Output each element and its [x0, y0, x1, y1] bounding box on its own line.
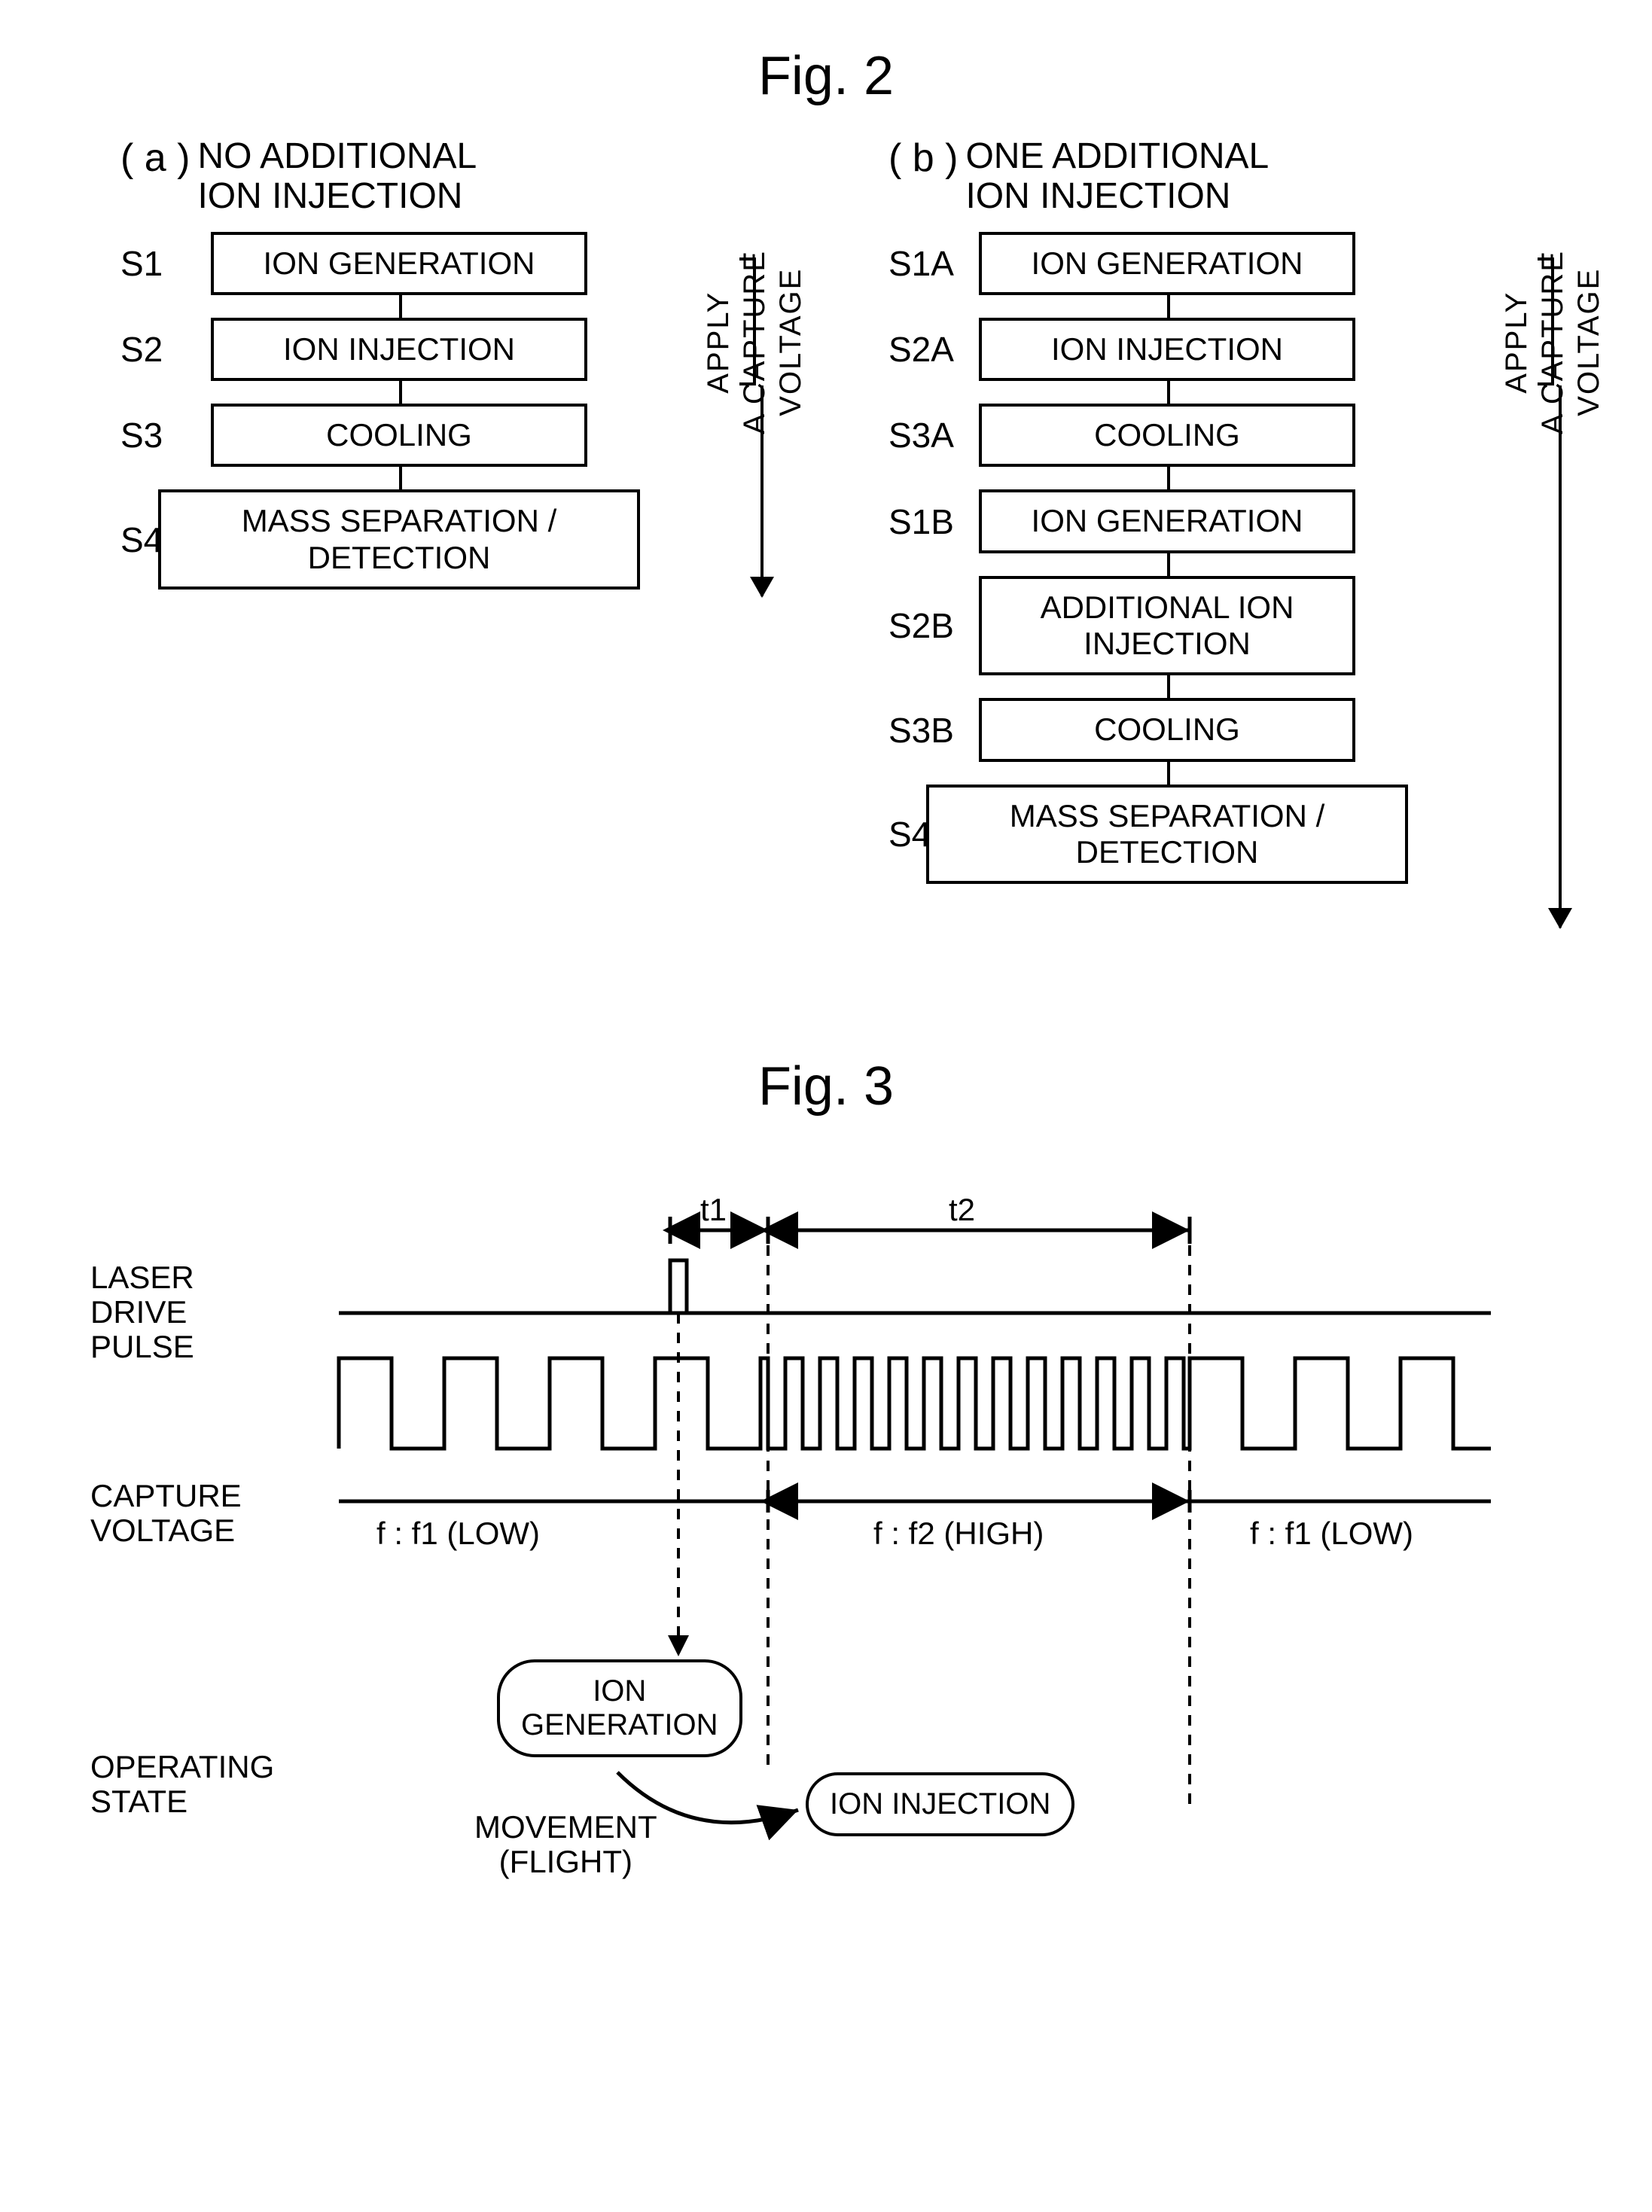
step-box: ADDITIONAL ION INJECTION	[979, 576, 1355, 676]
connector	[399, 295, 402, 318]
step-row: S1ION GENERATION	[120, 232, 738, 295]
col-a-paren: ( a )	[120, 137, 190, 180]
step-id: S1B	[888, 501, 979, 542]
col-a-header-text: NO ADDITIONAL ION INJECTION	[197, 137, 477, 217]
col-b-arrow	[1559, 385, 1562, 928]
step-row: S4MASS SEPARATION / DETECTION	[120, 489, 738, 590]
step-row: S2ION INJECTION	[120, 318, 738, 381]
connector	[399, 381, 402, 404]
label-f-high: f : f2 (HIGH)	[873, 1516, 1044, 1551]
step-row: S1BION GENERATION	[888, 489, 1566, 553]
step-row: S2AION INJECTION	[888, 318, 1566, 381]
step-box: COOLING	[979, 404, 1355, 467]
col-b-paren: ( b )	[888, 137, 958, 180]
step-row: S1AION GENERATION	[888, 232, 1566, 295]
step-id: S3A	[888, 415, 979, 456]
label-capture: CAPTURE VOLTAGE	[90, 1479, 242, 1548]
col-b-header-text: ONE ADDITIONAL ION INJECTION	[965, 137, 1269, 217]
fig2-col-b: ( b ) ONE ADDITIONAL ION INJECTION S1AIO…	[888, 137, 1566, 884]
label-opstate: OPERATING STATE	[90, 1750, 274, 1819]
step-row: S4MASS SEPARATION / DETECTION	[888, 785, 1566, 885]
label-f-low-left: f : f1 (LOW)	[376, 1516, 540, 1551]
col-a-header: ( a ) NO ADDITIONAL ION INJECTION	[120, 137, 738, 217]
fig3-container: LASER DRIVE PULSE CAPTURE VOLTAGE OPERAT…	[75, 1147, 1506, 1976]
fig2-title: Fig. 2	[75, 45, 1577, 107]
step-id: S2A	[888, 329, 979, 370]
pill-ion-generation: ION GENERATION	[497, 1659, 742, 1757]
fig2-col-a: ( a ) NO ADDITIONAL ION INJECTION S1ION …	[120, 137, 738, 590]
step-box: ION INJECTION	[979, 318, 1355, 381]
step-id: S2B	[888, 605, 979, 646]
connector	[1167, 762, 1170, 785]
connector	[399, 467, 402, 489]
step-box: ION GENERATION	[979, 232, 1355, 295]
fig3-svg	[75, 1147, 1506, 1976]
step-box: ION GENERATION	[979, 489, 1355, 553]
step-row: S3ACOOLING	[888, 404, 1566, 467]
step-box: COOLING	[211, 404, 587, 467]
step-row: S3BCOOLING	[888, 698, 1566, 761]
col-a-bracket	[753, 257, 756, 385]
step-row: S2BADDITIONAL ION INJECTION	[888, 576, 1566, 676]
step-id: S1A	[888, 243, 979, 284]
connector	[1167, 675, 1170, 698]
connector	[1167, 295, 1170, 318]
step-id: S3	[120, 415, 211, 456]
connector	[1167, 381, 1170, 404]
label-movement: MOVEMENT (FLIGHT)	[474, 1810, 657, 1879]
label-f-low-right: f : f1 (LOW)	[1250, 1516, 1413, 1551]
pill-ion-injection: ION INJECTION	[806, 1772, 1074, 1836]
step-id: S1	[120, 243, 211, 284]
connector	[1167, 467, 1170, 489]
step-box: COOLING	[979, 698, 1355, 761]
step-box: MASS SEPARATION / DETECTION	[158, 489, 640, 590]
step-box: ION GENERATION	[211, 232, 587, 295]
col-b-header: ( b ) ONE ADDITIONAL ION INJECTION	[888, 137, 1566, 217]
step-id: S2	[120, 329, 211, 370]
step-row: S3COOLING	[120, 404, 738, 467]
label-t2: t2	[949, 1193, 975, 1227]
col-a-arrow	[760, 385, 764, 596]
fig3-title: Fig. 3	[75, 1056, 1577, 1117]
step-box: MASS SEPARATION / DETECTION	[926, 785, 1408, 885]
col-b-bracket	[1551, 257, 1554, 385]
step-box: ION INJECTION	[211, 318, 587, 381]
label-t1: t1	[700, 1193, 727, 1227]
label-laser: LASER DRIVE PULSE	[90, 1260, 194, 1365]
connector	[1167, 553, 1170, 576]
step-id: S3B	[888, 710, 979, 751]
fig2-container: ( a ) NO ADDITIONAL ION INJECTION S1ION …	[75, 137, 1577, 1056]
